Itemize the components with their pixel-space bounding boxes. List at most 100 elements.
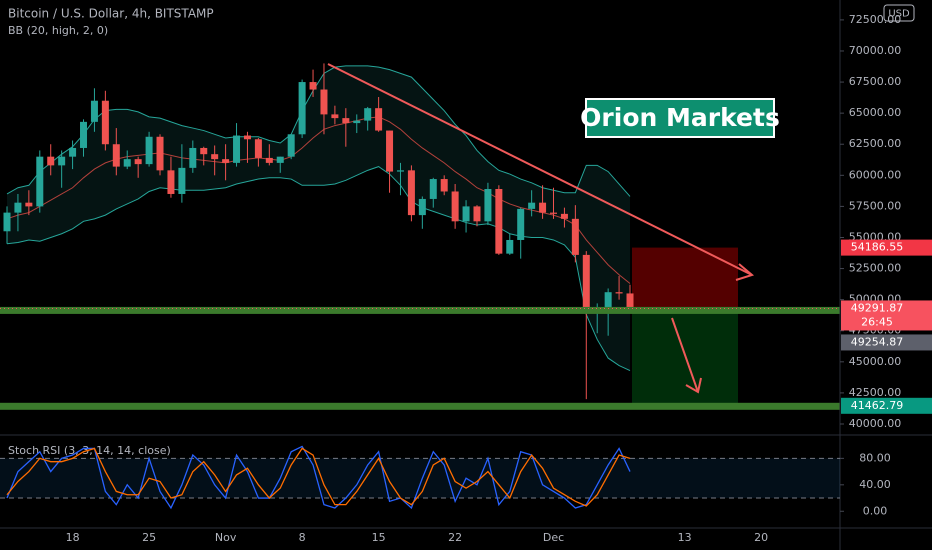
price-label-box (841, 334, 932, 351)
candle-body (451, 191, 459, 222)
candle-body (112, 144, 120, 167)
candle-body (134, 159, 142, 165)
candle-body (604, 292, 612, 308)
stoch-tick-label: 40.00 (859, 478, 891, 491)
candle-body (440, 179, 448, 192)
price-label-box (841, 239, 932, 256)
candle-body (506, 239, 514, 254)
candle-body (156, 136, 164, 171)
support-band (0, 306, 840, 314)
price-label: 41462.79 (851, 399, 904, 412)
x-tick-label: 13 (678, 531, 692, 544)
projection-arrow (671, 317, 702, 394)
candle-body (626, 293, 634, 309)
y-tick-label: 40000.00 (849, 417, 902, 430)
candle-body (25, 202, 33, 207)
candle-body (298, 82, 306, 135)
candle-body (407, 170, 415, 216)
candle-body (495, 188, 503, 254)
y-tick-label: 65000.00 (849, 106, 902, 119)
candle-body (243, 135, 251, 140)
candle-body (3, 212, 11, 232)
price-label: 54186.55 (851, 241, 904, 254)
stoch-k (6, 445, 631, 510)
candle-body (145, 136, 153, 165)
candle-body (58, 156, 66, 166)
candle-body (484, 188, 492, 222)
candle-body (386, 130, 394, 172)
y-tick-label: 52500.00 (849, 262, 902, 275)
x-tick-label: 20 (754, 531, 768, 544)
candle-body (550, 212, 557, 214)
y-tick-label: 57500.00 (849, 199, 902, 212)
candle-body (582, 254, 590, 310)
candle-body (539, 202, 547, 213)
y-tick-label: 67500.00 (849, 75, 902, 88)
candle-body (462, 206, 470, 222)
x-tick-label: 18 (66, 531, 80, 544)
bb-basis (6, 116, 631, 284)
candle-body (276, 156, 284, 163)
candle-body (167, 170, 175, 194)
candle-body (418, 198, 426, 216)
candle-body (342, 118, 350, 124)
candle-body (320, 89, 328, 115)
main-pane (0, 63, 840, 410)
y-tick-label: 45000.00 (849, 355, 902, 368)
candle-body (222, 159, 230, 163)
countdown: 26:45 (861, 315, 893, 328)
candle-body (353, 120, 361, 124)
candle-body (36, 156, 44, 207)
currency-label[interactable]: USD (888, 9, 910, 20)
y-tick-label: 70000.00 (849, 44, 902, 57)
chart-title: Bitcoin / U.S. Dollar, 4h, BITSTAMP (8, 7, 214, 21)
candle-body (178, 167, 186, 194)
candle-body (287, 134, 295, 157)
candle-body (429, 179, 437, 199)
x-tick-label: 25 (142, 531, 156, 544)
stoch-tick-label: 0.00 (863, 504, 888, 517)
candle-body (47, 156, 55, 166)
price-label-box (841, 300, 932, 331)
candle-body (396, 170, 404, 172)
x-tick-label: 8 (299, 531, 306, 544)
candle-body (123, 159, 131, 167)
stoch-d (6, 447, 631, 507)
candle-body (101, 100, 109, 145)
stoch-tick-label: 80.00 (859, 451, 891, 464)
y-tick-label: 42500.00 (849, 386, 902, 399)
stop-zone (632, 247, 738, 309)
price-label: 49254.87 (851, 335, 904, 348)
candle-body (69, 147, 77, 157)
currency-badge[interactable] (883, 4, 915, 22)
x-tick-label: Nov (215, 531, 237, 544)
y-tick-label: 60000.00 (849, 168, 902, 181)
candle-body (189, 147, 197, 168)
candle-body (233, 135, 241, 163)
candle-body (560, 213, 568, 219)
candle-body (473, 206, 481, 222)
candle-body (90, 100, 98, 122)
candle-body (200, 147, 208, 155)
candle-body (364, 108, 372, 121)
candle-body (375, 108, 383, 131)
x-tick-label: Dec (543, 531, 564, 544)
candle-body (80, 121, 88, 148)
candle-body (254, 139, 262, 158)
bb-lower (6, 166, 631, 371)
candle-body (571, 218, 579, 255)
x-tick-label: 15 (372, 531, 386, 544)
candle-body (331, 114, 339, 119)
stoch-band (0, 458, 840, 499)
candle-body (517, 208, 525, 240)
trend-line (327, 63, 755, 281)
candle-body (211, 154, 219, 160)
price-label: 49291.87 (851, 301, 904, 314)
indicator-label: BB (20, high, 2, 0) (8, 24, 108, 37)
y-tick-label: 72500.00 (849, 13, 902, 26)
candle-body (615, 292, 623, 294)
watermark-text: Orion Markets (580, 103, 780, 132)
y-tick-label: 62500.00 (849, 137, 902, 150)
x-tick-label: 22 (448, 531, 462, 544)
